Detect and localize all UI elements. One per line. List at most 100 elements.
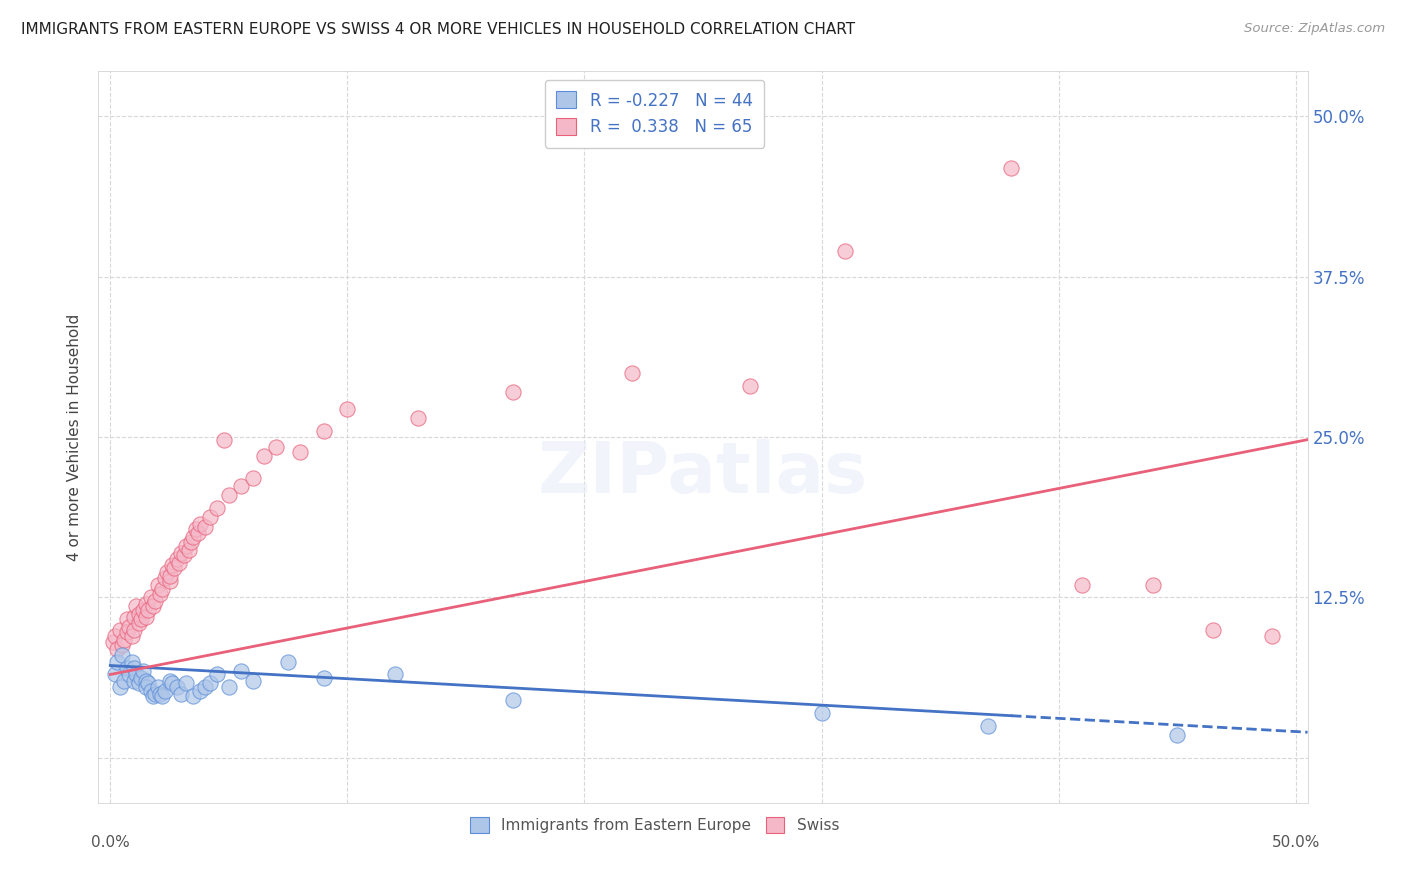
- Point: [146, 681, 169, 695]
- Point: [118, 620, 141, 634]
- Text: ZIPatlas: ZIPatlas: [538, 439, 868, 508]
- Point: [135, 681, 157, 695]
- Point: [205, 667, 228, 681]
- Point: [142, 599, 165, 614]
- Point: [111, 638, 134, 652]
- Point: [129, 671, 152, 685]
- Point: [128, 607, 150, 622]
- Point: [194, 681, 217, 695]
- Point: [152, 582, 174, 596]
- Point: [170, 545, 193, 559]
- Point: [740, 378, 762, 392]
- Point: [253, 450, 276, 464]
- Point: [212, 433, 235, 447]
- Point: [159, 673, 181, 688]
- Point: [122, 623, 145, 637]
- Point: [104, 629, 127, 643]
- Point: [181, 690, 204, 704]
- Point: [190, 684, 212, 698]
- Point: [136, 603, 159, 617]
- Point: [160, 558, 183, 573]
- Point: [122, 661, 145, 675]
- Point: [502, 693, 524, 707]
- Y-axis label: 4 or more Vehicles in Household: 4 or more Vehicles in Household: [67, 313, 83, 561]
- Point: [242, 673, 264, 688]
- Text: 0.0%: 0.0%: [91, 835, 129, 850]
- Point: [408, 410, 430, 425]
- Point: [142, 690, 165, 704]
- Point: [205, 500, 228, 515]
- Point: [277, 655, 299, 669]
- Point: [128, 676, 150, 690]
- Point: [173, 548, 195, 562]
- Point: [143, 687, 166, 701]
- Point: [121, 629, 143, 643]
- Point: [146, 577, 169, 591]
- Point: [181, 530, 204, 544]
- Point: [136, 676, 159, 690]
- Point: [139, 684, 162, 698]
- Point: [198, 509, 221, 524]
- Point: [288, 445, 311, 459]
- Point: [167, 556, 190, 570]
- Point: [125, 667, 148, 681]
- Point: [139, 591, 162, 605]
- Point: [111, 648, 134, 663]
- Point: [115, 625, 138, 640]
- Point: [143, 594, 166, 608]
- Point: [114, 673, 136, 688]
- Point: [384, 667, 406, 681]
- Point: [620, 366, 643, 380]
- Point: [1142, 577, 1164, 591]
- Point: [135, 609, 157, 624]
- Point: [264, 441, 287, 455]
- Point: [163, 561, 186, 575]
- Point: [976, 719, 998, 733]
- Point: [152, 690, 174, 704]
- Point: [180, 535, 202, 549]
- Point: [834, 244, 856, 258]
- Point: [156, 565, 179, 579]
- Text: IMMIGRANTS FROM EASTERN EUROPE VS SWISS 4 OR MORE VEHICLES IN HOUSEHOLD CORRELAT: IMMIGRANTS FROM EASTERN EUROPE VS SWISS …: [21, 22, 855, 37]
- Point: [153, 684, 176, 698]
- Legend: Immigrants from Eastern Europe, Swiss: Immigrants from Eastern Europe, Swiss: [464, 811, 845, 839]
- Point: [122, 673, 145, 688]
- Point: [198, 676, 221, 690]
- Point: [810, 706, 832, 720]
- Point: [104, 667, 127, 681]
- Point: [312, 424, 335, 438]
- Point: [184, 523, 207, 537]
- Point: [166, 552, 188, 566]
- Point: [128, 616, 150, 631]
- Point: [177, 543, 200, 558]
- Point: [229, 479, 252, 493]
- Text: 50.0%: 50.0%: [1271, 835, 1320, 850]
- Point: [108, 681, 131, 695]
- Point: [114, 632, 136, 647]
- Point: [105, 655, 128, 669]
- Point: [1166, 728, 1188, 742]
- Point: [132, 664, 155, 678]
- Point: [129, 612, 152, 626]
- Point: [125, 599, 148, 614]
- Point: [187, 526, 209, 541]
- Point: [1000, 161, 1022, 175]
- Point: [502, 385, 524, 400]
- Point: [149, 587, 172, 601]
- Point: [122, 609, 145, 624]
- Point: [336, 401, 359, 416]
- Point: [1071, 577, 1094, 591]
- Point: [312, 671, 335, 685]
- Point: [105, 641, 128, 656]
- Point: [174, 539, 197, 553]
- Point: [174, 676, 197, 690]
- Point: [153, 571, 176, 585]
- Point: [242, 471, 264, 485]
- Point: [218, 488, 240, 502]
- Point: [190, 517, 212, 532]
- Point: [159, 574, 181, 588]
- Point: [1261, 629, 1284, 643]
- Point: [159, 568, 181, 582]
- Point: [194, 520, 217, 534]
- Point: [218, 681, 240, 695]
